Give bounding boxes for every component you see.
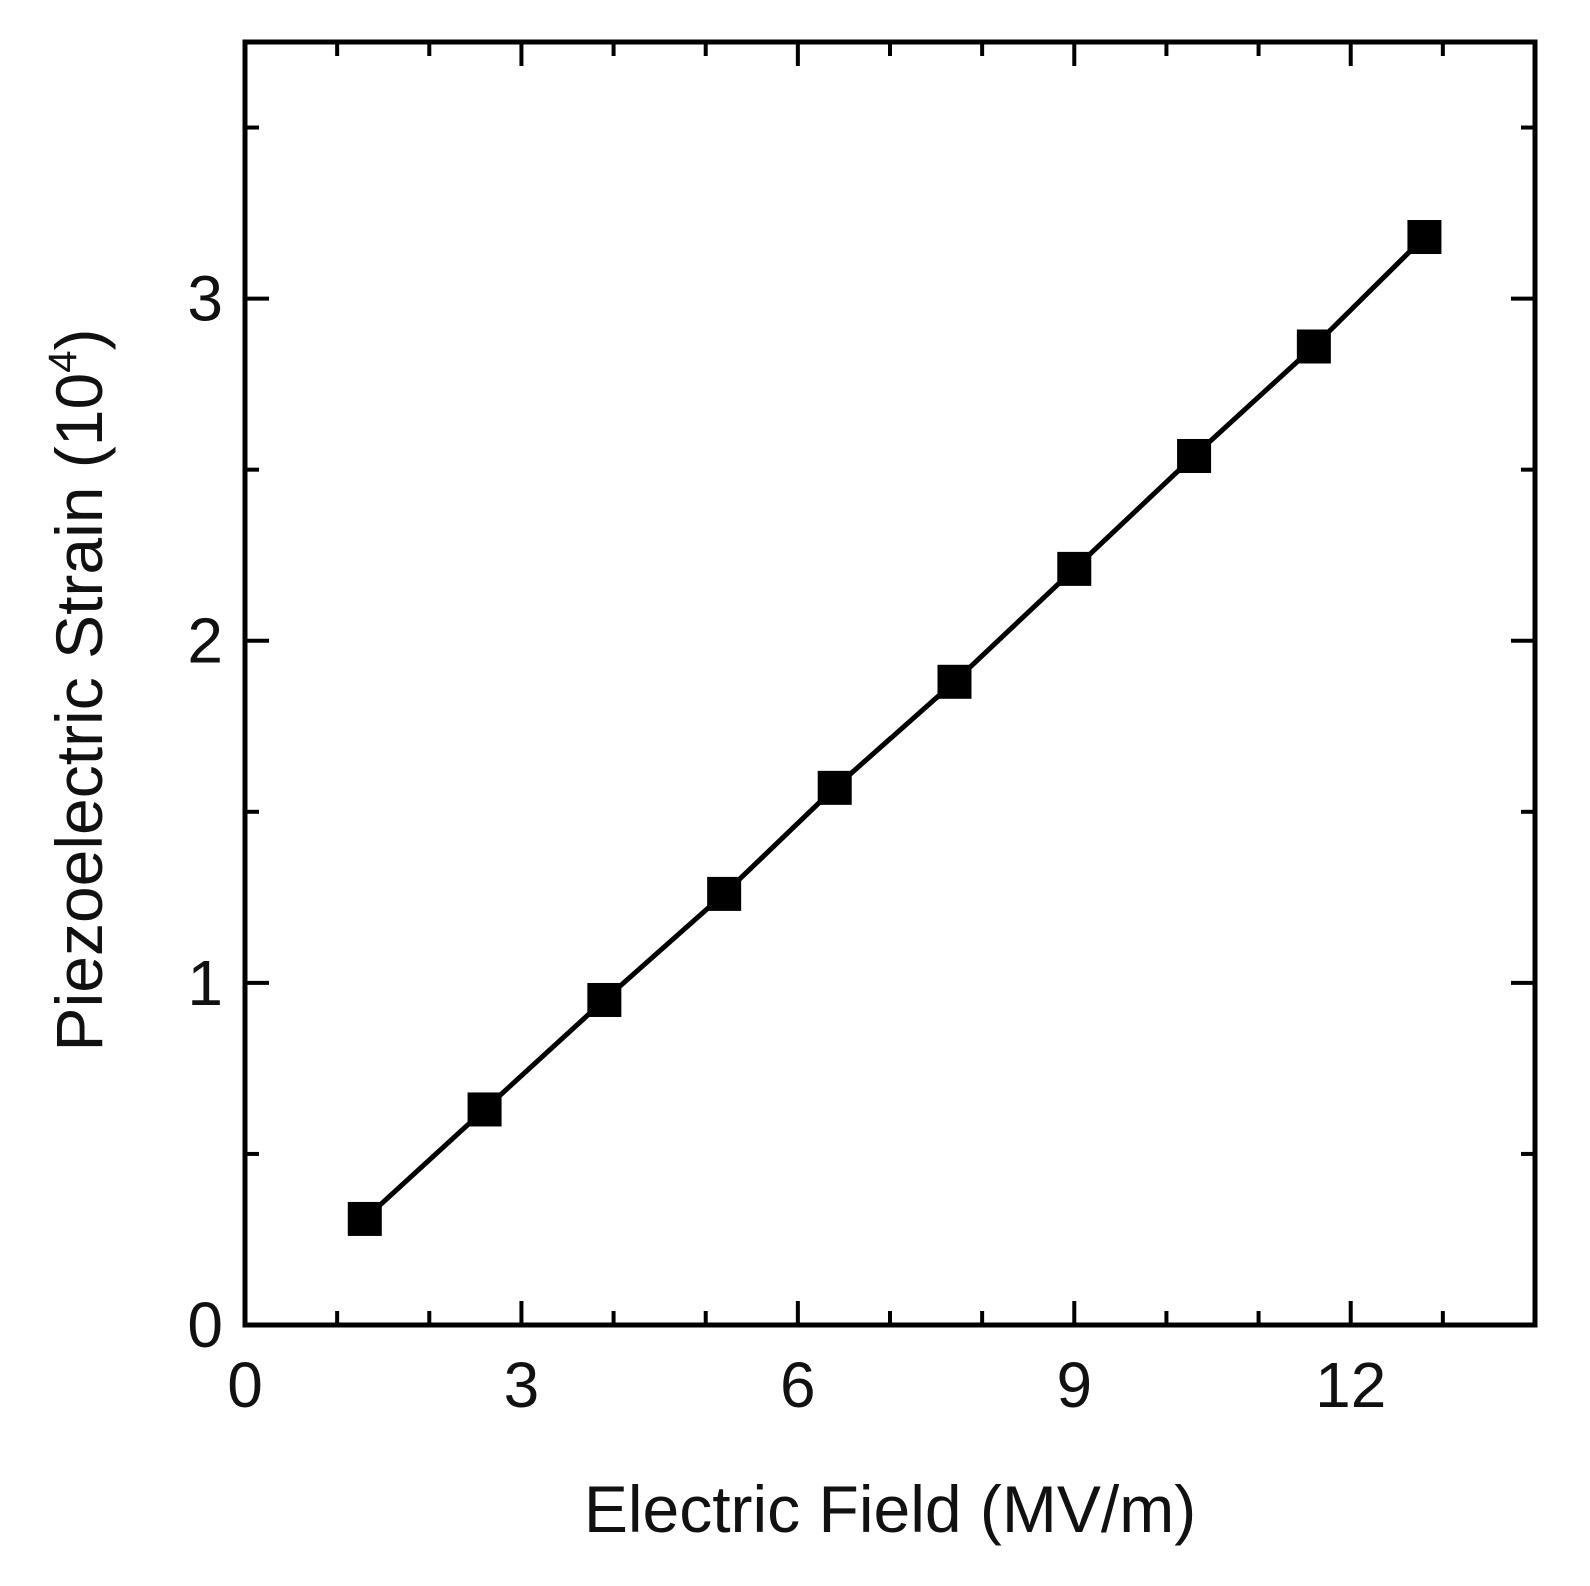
data-point bbox=[817, 770, 852, 805]
data-point bbox=[587, 982, 622, 1017]
series-line bbox=[363, 235, 1427, 1221]
x-tick-label: 0 bbox=[227, 1349, 263, 1421]
y-axis-title-main: Piezoelectric Strain (10 bbox=[42, 373, 116, 1052]
data-point bbox=[1407, 220, 1442, 255]
x-tick-label: 9 bbox=[1056, 1349, 1092, 1421]
data-point bbox=[707, 876, 742, 911]
data-point bbox=[937, 664, 972, 699]
y-axis-title: Piezoelectric Strain (104) bbox=[41, 329, 116, 1052]
plot-area-frame bbox=[242, 39, 1538, 1328]
y-tick-label: 1 bbox=[187, 947, 223, 1019]
axis-ticks bbox=[243, 42, 1535, 1327]
y-axis-title-exponent: 4 bbox=[41, 351, 85, 373]
y-axis-title-close: ) bbox=[42, 329, 116, 351]
data-point bbox=[1177, 438, 1212, 473]
data-series bbox=[347, 220, 1442, 1236]
x-tick-label: 6 bbox=[780, 1349, 816, 1421]
x-tick-label: 12 bbox=[1315, 1349, 1386, 1421]
data-point bbox=[1296, 329, 1331, 364]
data-point bbox=[1057, 551, 1092, 586]
data-point bbox=[467, 1092, 502, 1127]
x-axis-title: Electric Field (MV/m) bbox=[584, 1472, 1196, 1546]
y-tick-label: 3 bbox=[187, 263, 223, 335]
y-tick-label: 0 bbox=[187, 1289, 223, 1361]
y-tick-label: 2 bbox=[187, 605, 223, 677]
x-tick-label: 3 bbox=[504, 1349, 540, 1421]
data-point bbox=[347, 1201, 382, 1236]
